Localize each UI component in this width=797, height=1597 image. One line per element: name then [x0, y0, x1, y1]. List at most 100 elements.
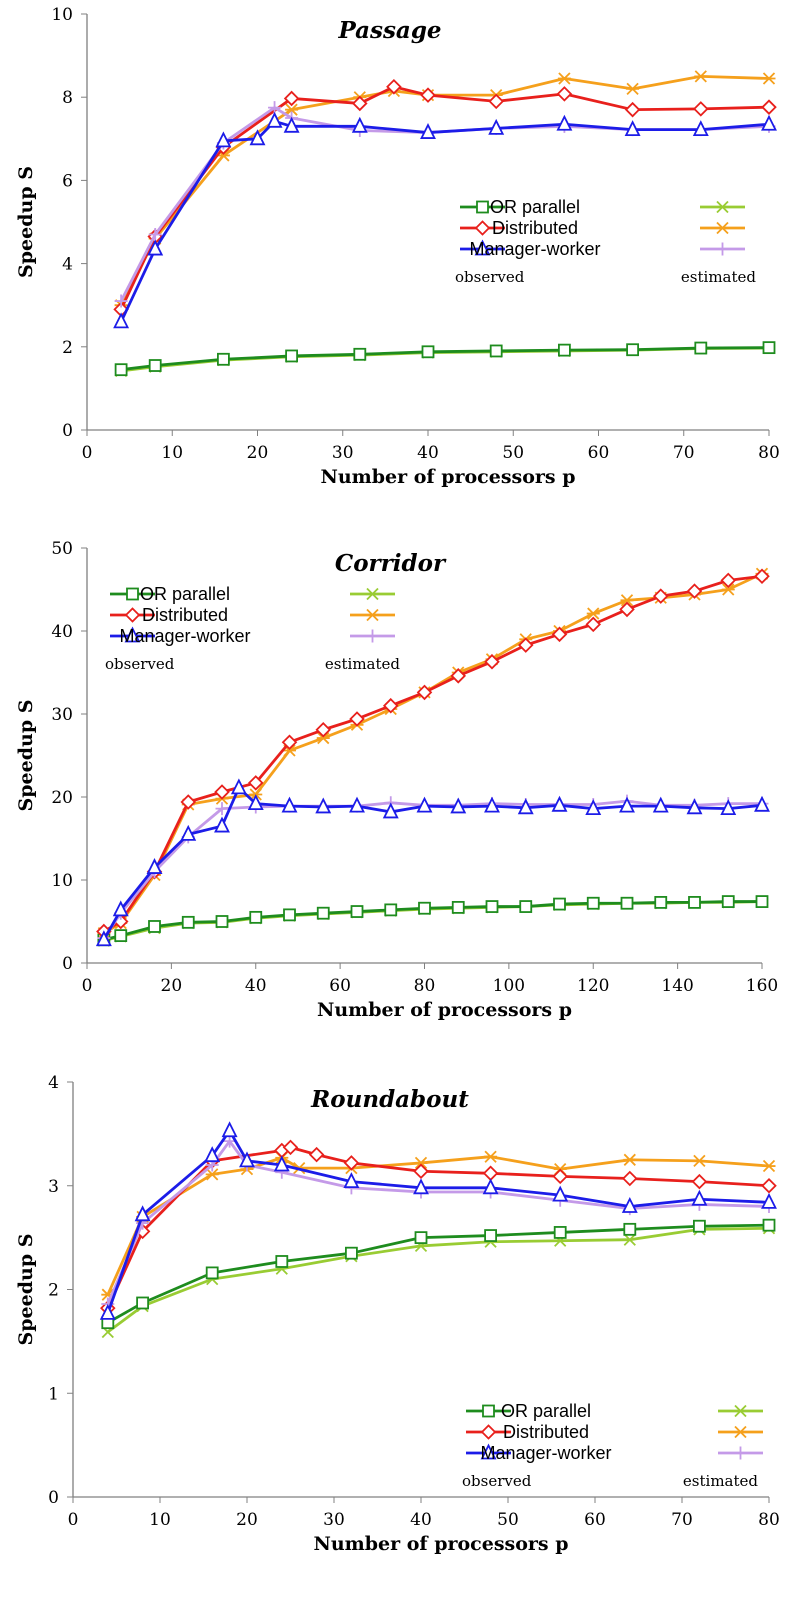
- legend-label: Distributed: [503, 1422, 589, 1442]
- data-point: [283, 90, 300, 107]
- data-point: [95, 930, 112, 947]
- series-manager-worker: [113, 111, 777, 329]
- y-axis-title: Speedup S: [15, 166, 37, 278]
- chart-corridor: 0 10 20 30 40 50 0 20 40 60 80 100 120 140 160 Number o…: [15, 539, 778, 1021]
- series-or-parallel: [97, 895, 769, 947]
- data-point: [344, 1246, 358, 1260]
- x-tick-label: 80: [758, 443, 780, 463]
- chart-title: Corridor: [335, 550, 447, 577]
- legend-row: Distributed: [460, 218, 745, 238]
- series-line: [102, 799, 762, 939]
- data-point: [114, 363, 128, 377]
- x-tick-label: 100: [493, 976, 525, 996]
- data-point: [114, 929, 128, 943]
- data-point: [180, 824, 197, 841]
- data-point: [620, 594, 634, 607]
- data-point: [418, 901, 431, 915]
- data-point: [755, 895, 769, 908]
- data-point: [114, 294, 128, 308]
- data-point: [694, 341, 708, 355]
- legend-note-observed: observed: [105, 655, 175, 673]
- data-point: [414, 1156, 428, 1170]
- legend-note-estimated: estimated: [683, 1472, 758, 1490]
- data-point: [693, 101, 709, 117]
- series-or-parallel: [114, 341, 776, 377]
- data-point: [350, 905, 364, 918]
- y-tick-label: 4: [62, 255, 73, 275]
- legend-label: OR parallel: [140, 584, 230, 604]
- data-point: [416, 684, 433, 701]
- data-point: [384, 903, 398, 917]
- data-point: [416, 796, 433, 813]
- chart-title: Roundabout: [310, 1086, 469, 1113]
- legend-row: Distributed: [110, 605, 395, 625]
- series-line: [119, 75, 770, 306]
- data-point: [215, 802, 229, 816]
- chart-passage: 0 2 4 6 8 10 0 10 20 30 40 50 60 70 80 Number of proces…: [15, 5, 780, 488]
- data-point: [484, 796, 500, 813]
- data-point: [205, 1266, 219, 1280]
- data-point: [692, 1154, 706, 1167]
- data-point: [204, 1146, 221, 1163]
- data-point: [482, 1178, 499, 1195]
- data-point: [349, 711, 365, 727]
- data-point: [382, 697, 399, 714]
- data-point: [315, 797, 332, 814]
- data-point: [315, 721, 332, 738]
- legend-label: Distributed: [492, 218, 578, 238]
- data-point: [181, 915, 195, 929]
- x-tick-label: 70: [671, 1510, 693, 1530]
- data-point: [230, 778, 247, 795]
- y-tick-label: 30: [51, 705, 73, 725]
- series-distributed: [100, 1139, 777, 1316]
- legend-row: OR parallel: [110, 584, 395, 604]
- legend-note-estimated: estimated: [681, 268, 756, 286]
- data-point: [556, 114, 573, 131]
- data-point: [552, 1185, 569, 1202]
- data-point: [281, 734, 298, 750]
- series-line: [119, 119, 770, 323]
- x-tick-label: 40: [410, 1510, 432, 1530]
- legend-row: OR parallel: [466, 1401, 763, 1421]
- data-point: [148, 920, 161, 933]
- data-point: [619, 601, 635, 618]
- x-tick-label: 70: [673, 443, 695, 463]
- data-point: [585, 616, 602, 633]
- data-point: [420, 87, 436, 103]
- data-point: [553, 1226, 567, 1239]
- x-axis-title: Number of processors p: [320, 466, 575, 488]
- legend-label: Manager-worker: [469, 239, 600, 259]
- data-point: [134, 1205, 151, 1222]
- data-point: [558, 343, 571, 357]
- data-point: [146, 858, 163, 874]
- data-point: [754, 568, 770, 584]
- data-point: [216, 352, 230, 366]
- data-point: [214, 816, 230, 833]
- data-point: [585, 799, 602, 816]
- legend-row: Manager-worker: [110, 626, 395, 646]
- x-tick-label: 20: [236, 1510, 258, 1530]
- data-point: [720, 799, 737, 816]
- data-point: [308, 1146, 325, 1163]
- data-point: [249, 910, 263, 924]
- data-point: [761, 114, 777, 131]
- y-tick-label: 0: [62, 421, 73, 441]
- data-point: [761, 1177, 777, 1194]
- y-tick-label: 8: [62, 88, 73, 108]
- data-point: [485, 900, 499, 913]
- data-point: [519, 900, 533, 913]
- data-point: [205, 1168, 219, 1181]
- x-tick-label: 10: [161, 443, 183, 463]
- data-point: [624, 120, 641, 137]
- series-manager-worker: [95, 778, 770, 947]
- data-point: [180, 794, 197, 810]
- data-point: [285, 349, 299, 363]
- data-point: [517, 637, 534, 653]
- data-point: [484, 1229, 498, 1242]
- data-point: [414, 1231, 428, 1245]
- x-tick-label: 10: [149, 1510, 171, 1530]
- series-or-parallel: [101, 1218, 776, 1330]
